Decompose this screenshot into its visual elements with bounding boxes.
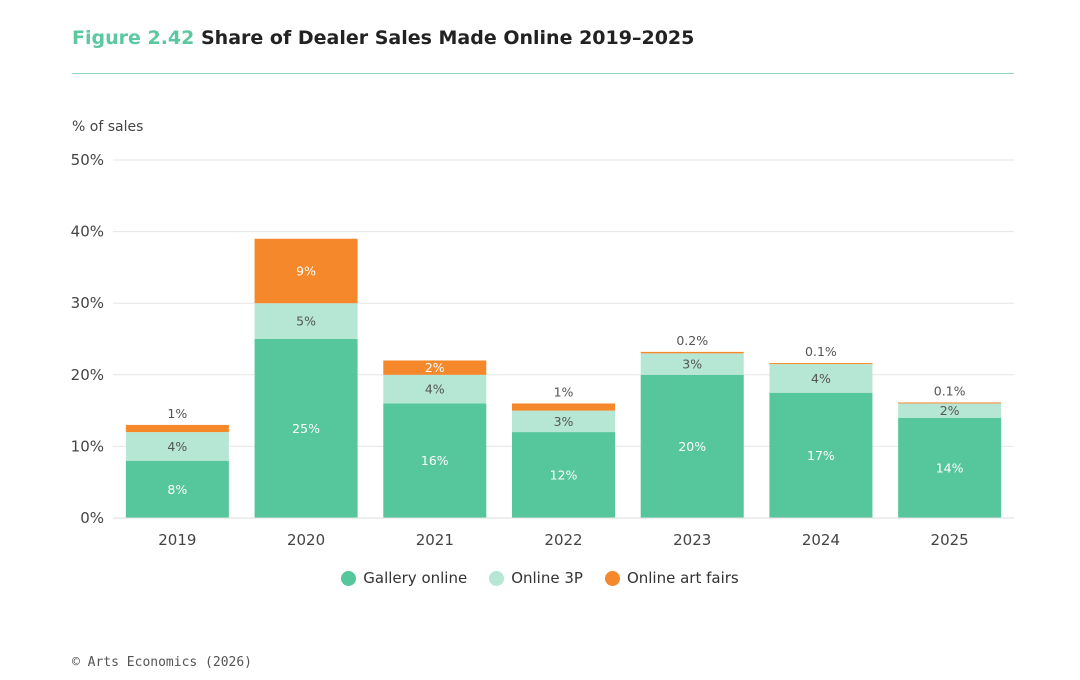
data-label: 4% (425, 382, 445, 397)
x-tick-label: 2024 (802, 531, 840, 549)
bar-segment-2023-2 (640, 351, 744, 354)
y-tick-label: 40% (71, 223, 104, 241)
data-label: 20% (678, 439, 706, 454)
data-label: 16% (421, 453, 449, 468)
figure-number: Figure 2.42 (72, 27, 195, 49)
bar-segment-2021-0 (383, 403, 487, 518)
bar-segment-2021-1 (383, 374, 487, 404)
x-tick-label: 2021 (416, 531, 454, 549)
bar-segment-2024-2 (769, 363, 873, 365)
bar-segment-2025-1 (898, 403, 1002, 418)
y-tick-label: 10% (71, 437, 104, 455)
data-label: 3% (554, 414, 574, 429)
data-label: 0.1% (934, 383, 966, 398)
y-tick-label: 20% (71, 366, 104, 384)
legend: Gallery online Online 3P Online art fairs (0, 569, 1080, 587)
x-tick-label: 2025 (931, 531, 969, 549)
y-tick-label: 30% (71, 294, 104, 312)
bar-segment-2025-0 (898, 417, 1002, 518)
data-label: 0.1% (805, 344, 837, 359)
y-axis-label: % of sales (72, 119, 144, 135)
bar-segment-2022-1 (512, 410, 615, 433)
bar-segment-2022-0 (512, 432, 615, 518)
legend-label: Online 3P (511, 569, 583, 587)
legend-label: Online art fairs (626, 569, 739, 587)
bar-segment-2022-2 (512, 403, 615, 411)
bar-segment-2024-1 (769, 364, 873, 393)
legend-swatch (604, 570, 620, 586)
y-tick-label: 0% (80, 509, 104, 527)
bar-segment-2021-2 (383, 360, 487, 375)
bar-segment-2020-0 (254, 339, 358, 518)
x-tick-label: 2019 (158, 531, 196, 549)
x-tick-label: 2023 (673, 531, 711, 549)
data-label: 14% (936, 460, 964, 475)
data-label: 2% (425, 360, 445, 375)
legend-label: Gallery online (363, 569, 468, 587)
data-label: 12% (550, 468, 578, 483)
bar-segment-2023-1 (640, 353, 744, 375)
data-label: 1% (554, 384, 574, 399)
x-tick-label: 2020 (287, 531, 325, 549)
title-divider (72, 73, 1014, 74)
data-label: 0.2% (676, 333, 708, 348)
legend-item: Gallery online (341, 569, 467, 587)
bar-segment-2020-2 (254, 238, 358, 304)
legend-swatch (489, 570, 505, 586)
data-label: 2% (940, 403, 960, 418)
data-label: 4% (167, 439, 187, 454)
bar-segment-2019-2 (125, 424, 229, 433)
copyright-footer: © Arts Economics (2026) (72, 655, 253, 670)
legend-item: Online art fairs (604, 569, 739, 587)
data-label: 4% (811, 371, 831, 386)
x-tick-label: 2022 (544, 531, 582, 549)
data-label: 5% (296, 314, 316, 329)
bar-segment-2024-0 (769, 392, 873, 518)
bar-segment-2020-1 (254, 303, 358, 339)
bar-segment-2019-0 (125, 460, 229, 518)
data-label: 8% (167, 482, 187, 497)
chart-title: Figure 2.42 Share of Dealer Sales Made O… (72, 27, 694, 49)
stacked-bar-chart: 0% 10% 20% 30% 40% 50% 8% 4% 1% 2019 25% 5% 9% 2020 16… (71, 151, 1014, 549)
y-tick-label: 50% (71, 151, 104, 169)
figure-title: Share of Dealer Sales Made Online 2019–2… (201, 27, 695, 49)
data-label: 9% (296, 263, 316, 278)
bar-segment-2019-1 (125, 432, 229, 461)
bar-segment-2023-0 (640, 374, 744, 518)
data-label: 25% (292, 421, 320, 436)
legend-item: Online 3P (489, 569, 583, 587)
data-label: 17% (807, 448, 835, 463)
data-label: 3% (682, 357, 702, 372)
legend-swatch (341, 570, 357, 586)
bar-segment-2025-2 (898, 402, 1002, 404)
data-label: 1% (167, 406, 187, 421)
